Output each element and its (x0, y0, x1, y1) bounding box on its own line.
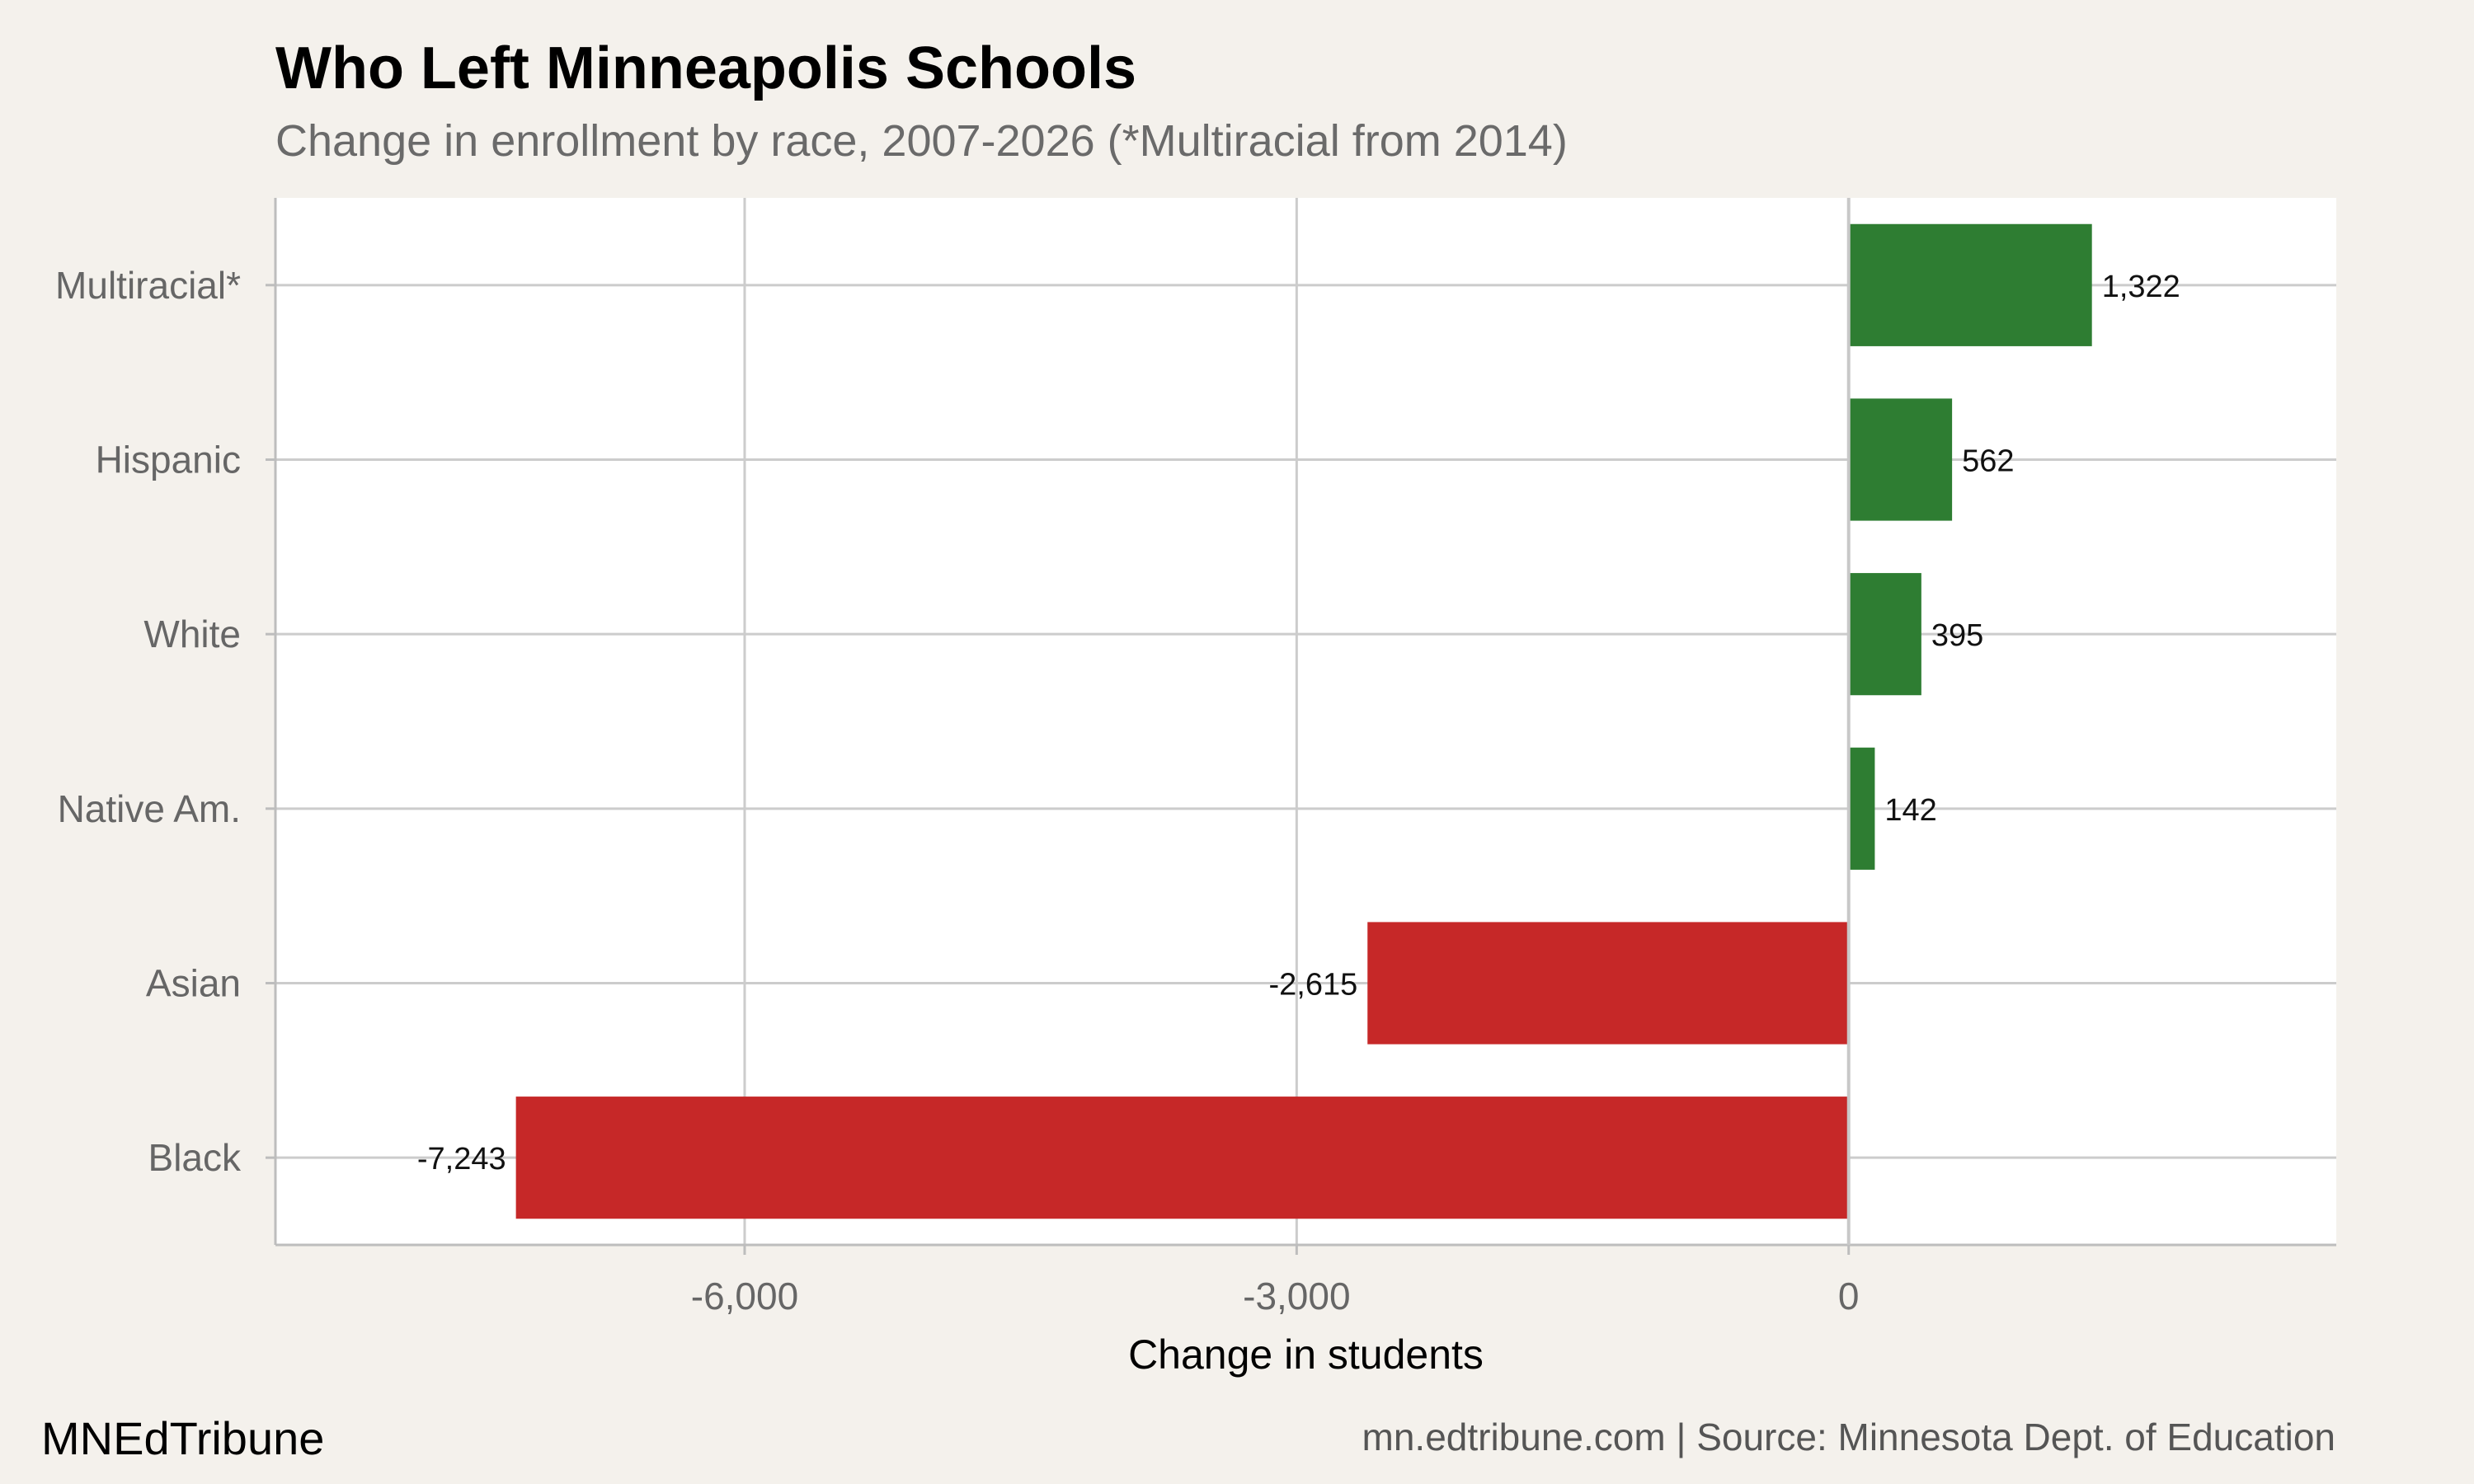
bar (1848, 573, 1921, 696)
brand-logo-text: MNEdTribune (41, 1412, 325, 1464)
x-tick-label: 0 (1838, 1275, 1860, 1317)
source-note: mn.edtribune.com | Source: Minnesota Dep… (1362, 1416, 2335, 1458)
y-tick-label: White (143, 613, 241, 655)
y-tick-label: Asian (146, 962, 241, 1005)
bar (1848, 747, 1875, 870)
y-tick-label: Black (148, 1136, 242, 1179)
chart-subtitle: Change in enrollment by race, 2007-2026 … (275, 116, 1568, 166)
bar (1367, 922, 1849, 1045)
x-axis-title: Change in students (1128, 1331, 1484, 1378)
x-tick-label: -6,000 (691, 1275, 798, 1317)
data-label: 395 (1931, 618, 1983, 653)
data-label: 1,322 (2102, 270, 2180, 304)
data-label: -7,243 (417, 1142, 506, 1176)
data-label: -2,615 (1268, 968, 1357, 1003)
bar (1848, 398, 1953, 521)
y-tick-label: Multiracial* (55, 264, 241, 307)
x-tick-label: -3,000 (1243, 1275, 1350, 1317)
plot-panel (275, 198, 2336, 1245)
y-tick-label: Hispanic (96, 439, 241, 481)
bar (1848, 223, 2092, 346)
bar (515, 1097, 1849, 1219)
data-label: 142 (1884, 793, 1936, 828)
chart-title: Who Left Minneapolis Schools (275, 35, 1136, 101)
data-label: 562 (1962, 444, 2014, 479)
y-tick-label: Native Am. (58, 787, 241, 830)
